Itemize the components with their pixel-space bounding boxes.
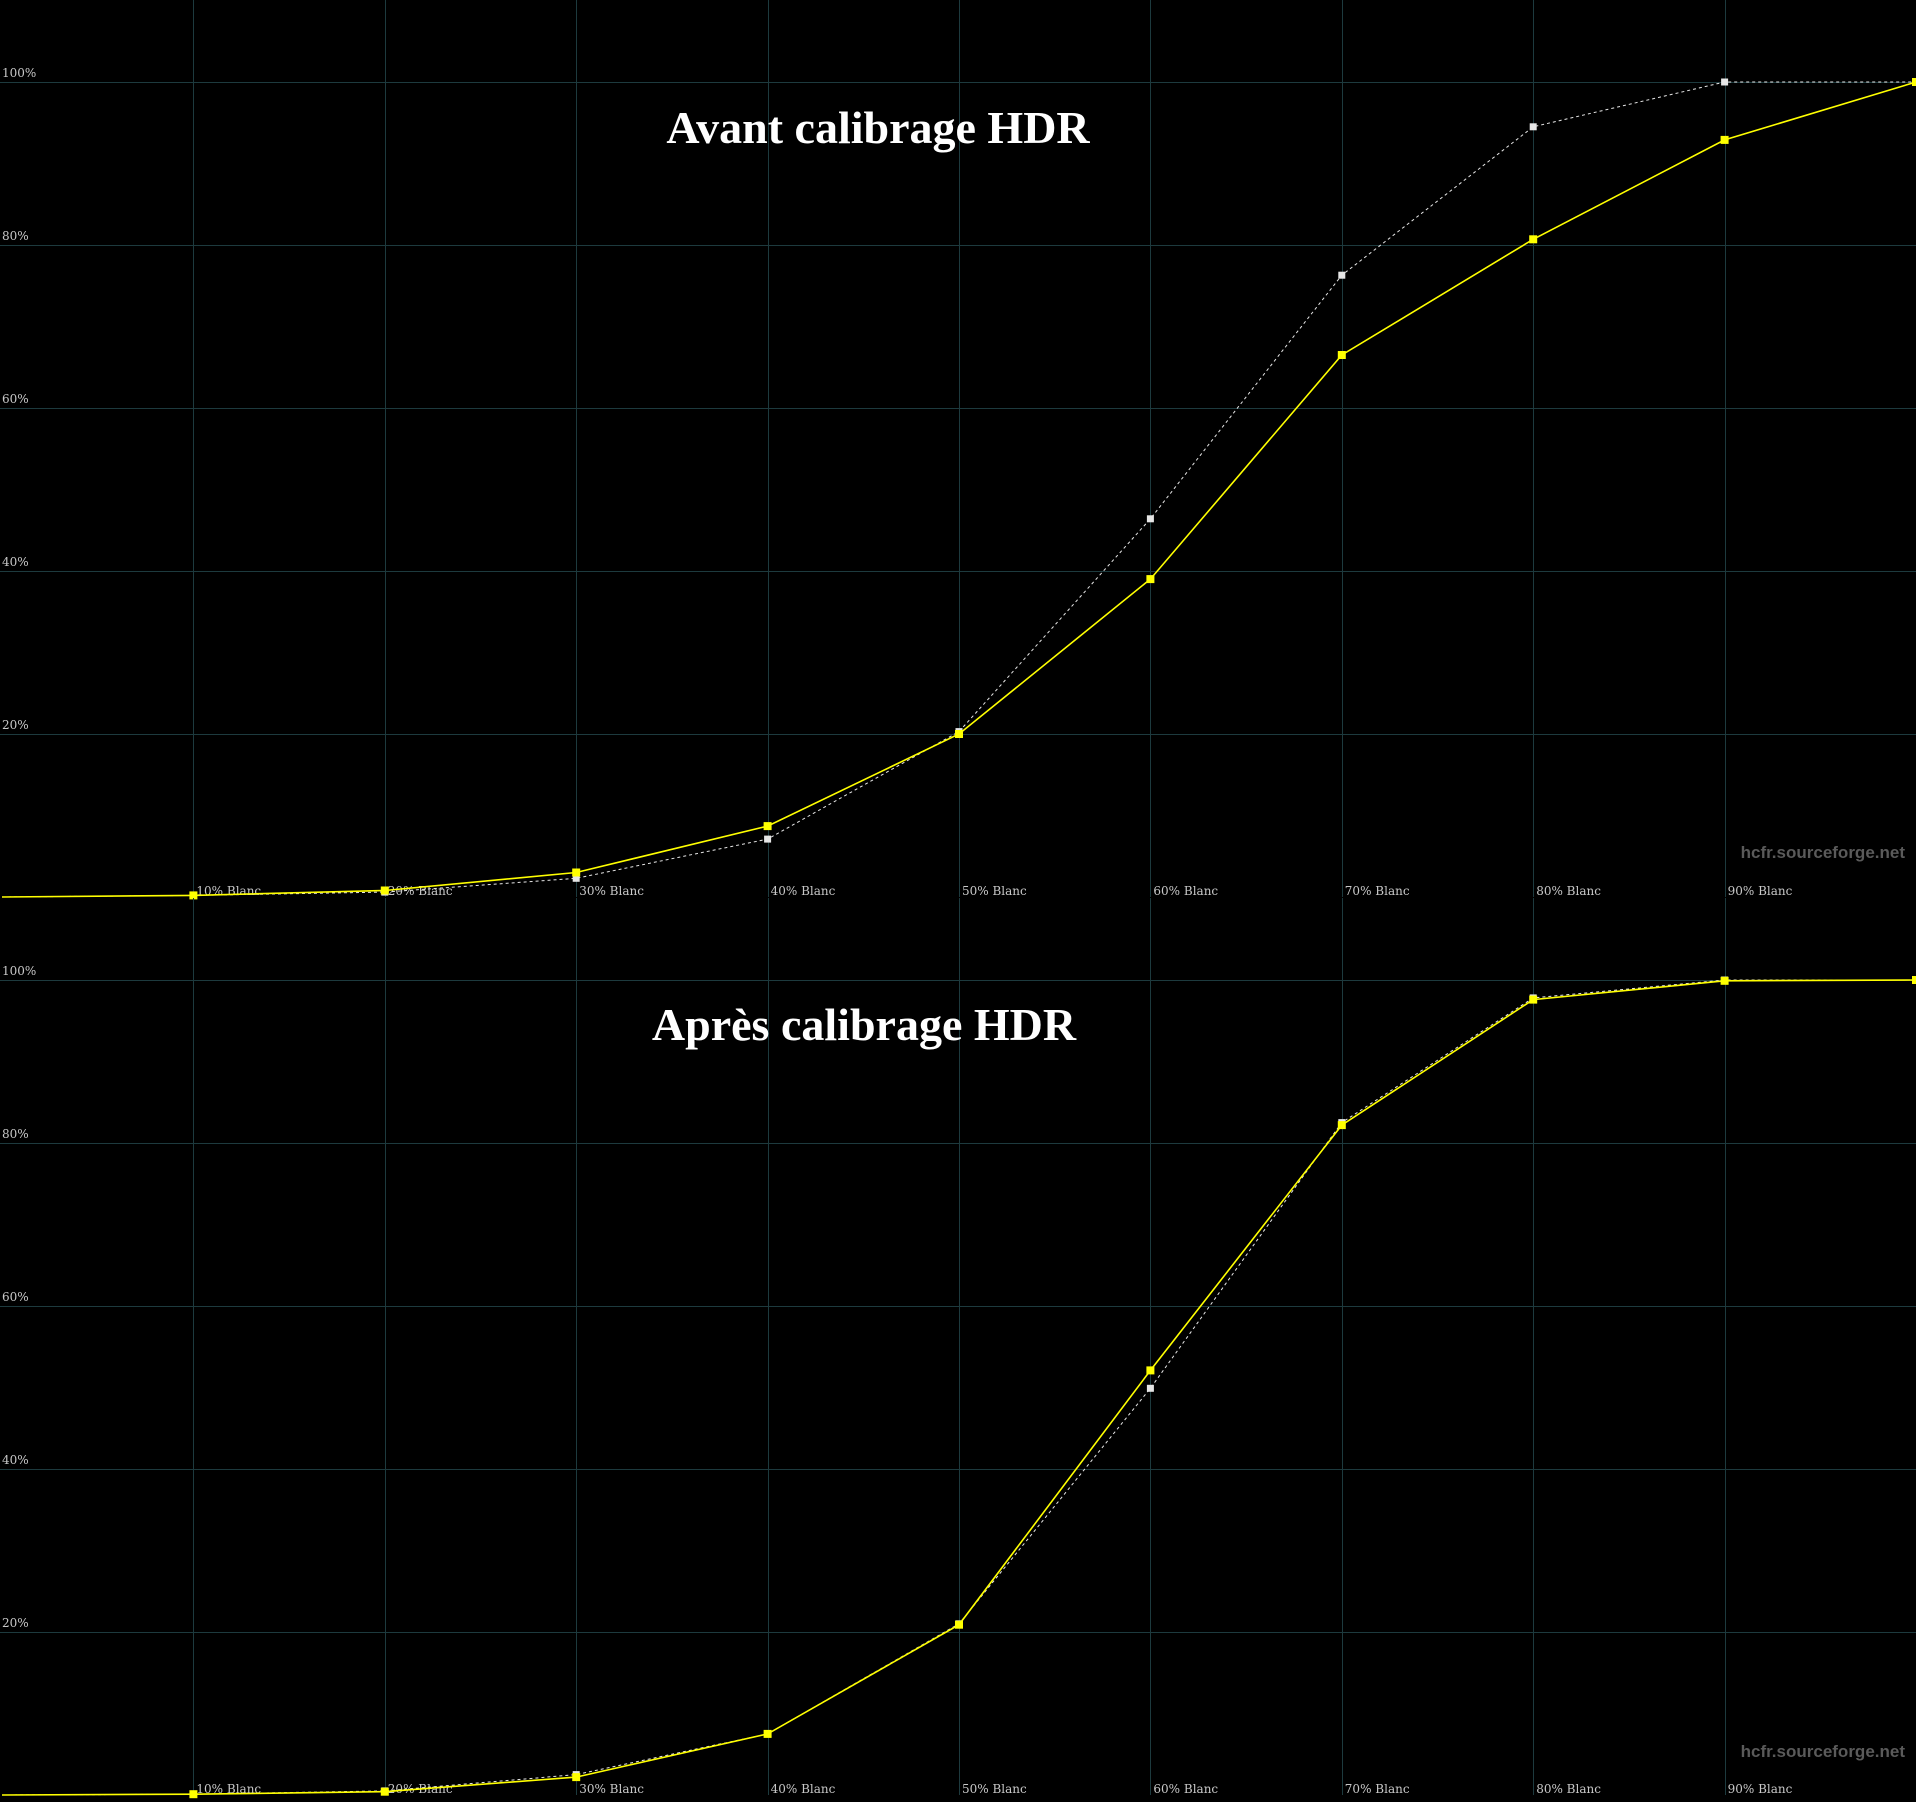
x-tick-label: 10% Blanc: [196, 884, 261, 898]
measured-data-point: [955, 730, 963, 738]
measured-data-point: [380, 1787, 389, 1796]
measured-data-point: [1720, 135, 1729, 144]
x-tick-label: 40% Blanc: [771, 884, 836, 898]
x-tick-label: 60% Blanc: [1153, 884, 1218, 898]
reference-data-point: [572, 874, 580, 882]
measured-data-point: [1720, 976, 1729, 985]
measured-data-point: [763, 822, 772, 831]
measured-data-point: [1146, 575, 1155, 584]
y-tick-label: 60%: [2, 392, 29, 406]
x-tick-label: 10% Blanc: [196, 1782, 261, 1796]
y-tick-label: 100%: [2, 66, 36, 80]
x-tick-label: 70% Blanc: [1345, 884, 1410, 898]
y-tick-label: 100%: [2, 964, 36, 978]
x-tick-label: 80% Blanc: [1536, 884, 1601, 898]
measured-data-point: [1912, 78, 1916, 86]
measured-data-point: [1529, 235, 1538, 244]
x-tick-label: 70% Blanc: [1345, 1782, 1410, 1796]
y-tick-label: 60%: [2, 1290, 29, 1304]
x-tick-label: 90% Blanc: [1728, 884, 1793, 898]
x-tick-label: 90% Blanc: [1728, 1782, 1793, 1796]
y-tick-label: 80%: [2, 1127, 29, 1141]
measured-data-point: [572, 868, 581, 877]
measured-data-point: [1529, 995, 1538, 1004]
measured-data-point: [189, 891, 198, 900]
measured-data-point: [1912, 976, 1916, 984]
chart-panel-1: 20% 40% 60% 80% 100% 10% Blanc 20% Blanc 30% Bl…: [0, 0, 1916, 900]
measured-data-point: [572, 1773, 581, 1782]
reference-data-point: [764, 835, 772, 843]
x-tick-label: 30% Blanc: [579, 1782, 644, 1796]
x-tick-label: 20% Blanc: [388, 884, 453, 898]
measured-data-point: [955, 1620, 963, 1629]
measured-data-point: [1337, 1121, 1346, 1130]
reference-data-point: [1529, 123, 1537, 131]
x-tick-label: 40% Blanc: [771, 1782, 836, 1796]
reference-data-point: [1146, 1384, 1154, 1392]
x-tick-label: 80% Blanc: [1536, 1782, 1601, 1796]
y-tick-label: 80%: [2, 229, 29, 243]
x-tick-label: 50% Blanc: [962, 1782, 1027, 1796]
reference-data-point: [1146, 515, 1154, 523]
measured-data-point: [763, 1729, 772, 1738]
y-tick-label: 20%: [2, 718, 29, 732]
measured-data-point: [380, 886, 389, 895]
reference-data-point: [1721, 78, 1729, 86]
chart-title: Après calibrage HDR: [652, 999, 1077, 1050]
reference-data-point: [1338, 271, 1346, 279]
x-tick-label: 50% Blanc: [962, 884, 1027, 898]
x-tick-label: 30% Blanc: [579, 884, 644, 898]
measured-data-point: [189, 1790, 198, 1799]
y-tick-label: 20%: [2, 1616, 29, 1630]
watermark-text: hcfr.sourceforge.net: [1741, 843, 1906, 862]
chart-panel-2: 20%40%60%80%100%10% Blanc 20% Blanc 30% Bl…: [0, 898, 1916, 1799]
y-tick-label: 40%: [2, 1453, 29, 1467]
reference-series-line: [1, 81, 1916, 898]
measured-data-point: [1337, 351, 1346, 359]
watermark-text: hcfr.sourceforge.net: [1741, 1742, 1906, 1761]
y-tick-label: 40%: [2, 555, 29, 569]
measured-data-point: [1146, 1366, 1155, 1375]
chart-title: Avant calibrage HDR: [666, 102, 1090, 153]
x-tick-label: 60% Blanc: [1153, 1782, 1218, 1796]
